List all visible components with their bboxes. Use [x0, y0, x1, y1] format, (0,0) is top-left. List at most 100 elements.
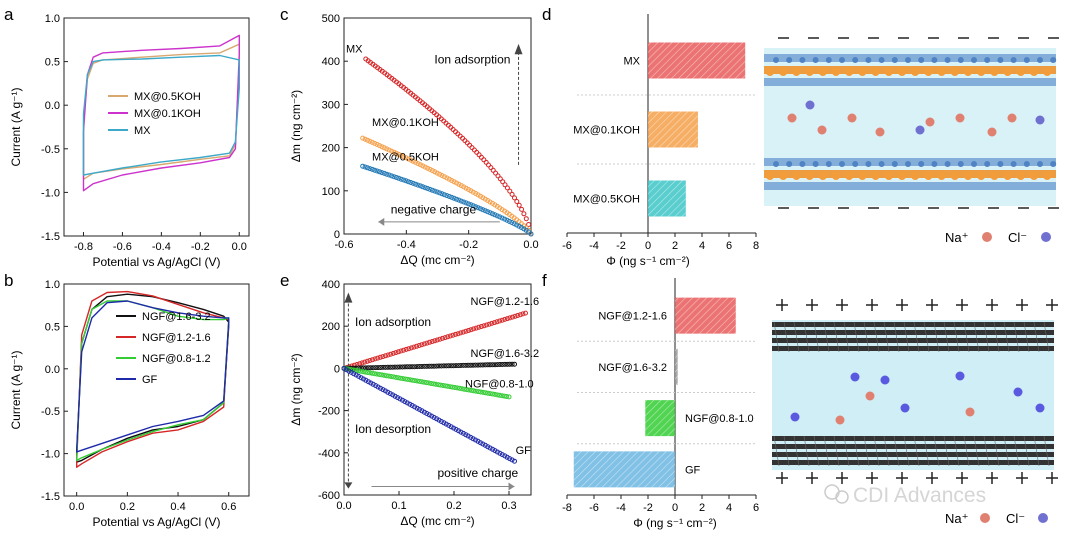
graphene-lattice [1043, 321, 1050, 353]
y-tick-label-a: 0.0 [45, 100, 60, 112]
ti-atom [845, 68, 854, 76]
c-atom [786, 161, 793, 167]
point-MX@0.5KOH [384, 171, 390, 177]
point-MX@0.5KOH [461, 199, 467, 205]
chart-d: -6 -4 -2 0 2 4 6 8 Φ (ng s⁻¹ cm⁻²) MX MX@0.1KOH MX@… [562, 14, 759, 268]
cv-loop-MX@0.1KOH [82, 34, 240, 192]
x-tick-label-c: 0.0 [523, 239, 538, 251]
point-NGF@1.6-3.2 [375, 365, 381, 371]
cv-loop-GF [76, 300, 230, 453]
point-NGF@1.6-3.2 [458, 363, 464, 368]
y-tick-label-a: -1.0 [41, 187, 60, 199]
point-NGF@1.2-1.6 [499, 317, 505, 323]
mxene-sheet [764, 170, 1056, 178]
point-NGF@1.2-1.6 [497, 318, 503, 324]
point-NGF@0.8-1.0 [381, 372, 387, 378]
category-label-MX@0.5KOH: MX@0.5KOH [573, 194, 640, 206]
point-MX@0.1KOH [405, 156, 411, 162]
arrow-head-up-e [344, 292, 353, 303]
legend-label-MX@0.1KOH: MX@0.1KOH [134, 108, 201, 120]
x-tick-label-d: 2 [672, 240, 678, 252]
c-atom [878, 161, 885, 167]
cl-ion-bottom [790, 412, 800, 422]
arrow-head-left [378, 217, 385, 226]
point-NGF@0.8-1.0 [398, 375, 404, 381]
graphene-lattice [953, 321, 960, 353]
point-NGF@1.6-3.2 [509, 361, 515, 367]
legend-label-NGF@1.6-3.2: NGF@1.6-3.2 [142, 311, 211, 323]
point-MX@0.5KOH [492, 212, 498, 218]
point-MX@0.5KOH [502, 216, 508, 222]
ti-atom [898, 68, 906, 76]
point-GF [407, 401, 413, 407]
point-NGF@0.8-1.0 [402, 376, 408, 382]
panel-label-c: c [280, 5, 289, 24]
point-NGF@1.6-3.2 [436, 363, 442, 369]
series-label-MX@0.1KOH: MX@0.1KOH [372, 117, 439, 129]
point-NGF@0.8-1.0 [386, 373, 392, 379]
legend-label-GF: GF [142, 374, 158, 386]
point-NGF@1.6-3.2 [512, 361, 517, 367]
c-atom [891, 161, 898, 167]
point-NGF@1.6-3.2 [446, 363, 452, 369]
series-label-GF: GF [516, 445, 532, 457]
series-label-MX@0.5KOH: MX@0.5KOH [372, 152, 439, 164]
point-MX@0.1KOH [393, 150, 399, 156]
cl-legend-label: Cl⁻ [1008, 230, 1027, 245]
graphene-lattice [773, 435, 780, 467]
point-MX@0.5KOH [372, 167, 378, 173]
point-NGF@1.2-1.6 [437, 336, 443, 342]
point-MX@0.5KOH [487, 210, 493, 216]
graphene-lattice [913, 321, 920, 353]
graphene-lattice [943, 435, 950, 467]
point-GF [426, 412, 432, 418]
x-tick-label-b: 0.2 [120, 501, 135, 513]
point-MX [526, 222, 532, 227]
point-NGF@0.8-1.0 [438, 382, 444, 388]
point-GF [431, 415, 437, 420]
y-tick-label-c: 400 [322, 56, 340, 68]
y-tick-label-e: 200 [322, 321, 340, 333]
point-NGF@1.2-1.6 [364, 358, 370, 364]
series-label-NGF@0.8-1.0: NGF@0.8-1.0 [465, 378, 534, 390]
point-MX@0.5KOH [369, 166, 375, 172]
point-MX [474, 149, 480, 155]
point-NGF@1.6-3.2 [400, 364, 405, 370]
point-NGF@1.6-3.2 [460, 362, 466, 368]
point-MX@0.1KOH [384, 146, 390, 152]
point-NGF@1.6-3.2 [395, 364, 401, 370]
watermark-text: CDI Advances [853, 484, 986, 507]
point-NGF@1.2-1.6 [424, 340, 430, 346]
ti-atom [898, 172, 906, 180]
c-atom [918, 161, 925, 167]
ti-atom [845, 172, 854, 180]
y-axis-title-b: Current (A g⁻¹) [9, 350, 23, 429]
point-MX@0.1KOH [381, 145, 387, 151]
point-NGF@1.6-3.2 [487, 362, 493, 368]
cl-legend-label-bottom: Cl⁻ [1006, 511, 1025, 526]
series-label-NGF@1.6-3.2: NGF@1.6-3.2 [471, 348, 540, 360]
point-MX [514, 199, 520, 204]
point-NGF@1.6-3.2 [419, 364, 425, 369]
ti-atom [871, 68, 880, 76]
plus-sign [806, 299, 818, 311]
y-tick-label-b: -1.5 [41, 491, 60, 503]
point-NGF@0.8-1.0 [478, 389, 484, 395]
y-axis-title-c: Δm (ng cm⁻²) [289, 90, 303, 162]
point-NGF@1.2-1.6 [517, 312, 523, 318]
panel-label-a: a [4, 5, 14, 24]
point-NGF@1.6-3.2 [380, 364, 386, 370]
ti-atom [818, 172, 827, 180]
point-NGF@1.2-1.6 [427, 339, 433, 345]
cl-ion-bottom [850, 372, 860, 382]
c-atom [1050, 57, 1057, 63]
point-MX [504, 185, 510, 191]
point-NGF@0.8-1.0 [482, 390, 488, 396]
graphene-lattice [883, 321, 890, 353]
graphene-sheet [772, 330, 1054, 335]
point-NGF@1.6-3.2 [453, 363, 459, 369]
graphene-lattice [973, 435, 980, 467]
point-NGF@0.8-1.0 [494, 392, 500, 398]
point-MX@0.1KOH [449, 178, 455, 183]
point-GF [378, 385, 383, 391]
